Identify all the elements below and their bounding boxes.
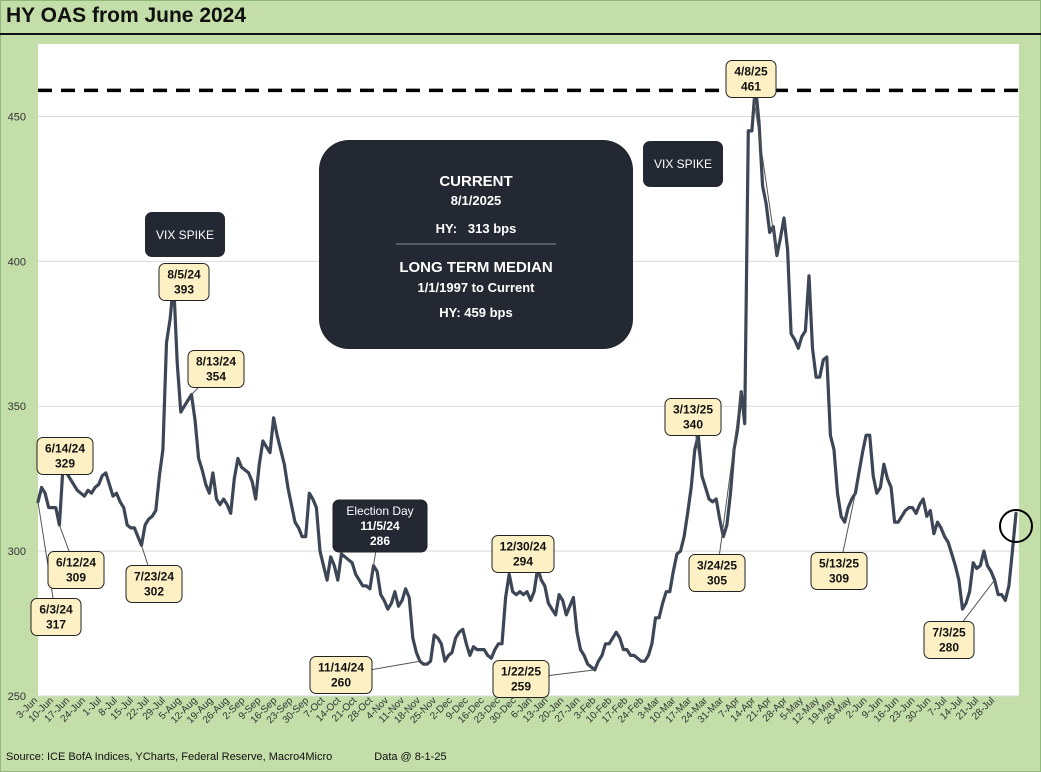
callout-text: 4/8/25 bbox=[734, 65, 768, 79]
vix-spike-label-2: VIX SPIKE bbox=[643, 141, 723, 187]
callout-text: 8/13/24 bbox=[196, 355, 236, 369]
summary-box: CURRENT 8/1/2025 HY: 313 bps LONG TERM M… bbox=[319, 140, 633, 349]
current-heading: CURRENT bbox=[439, 173, 512, 190]
vix-spike-label-1: VIX SPIKE bbox=[145, 212, 225, 257]
callout-text: 12/30/24 bbox=[500, 540, 547, 554]
title-rule bbox=[0, 33, 1041, 35]
svg-text:VIX SPIKE: VIX SPIKE bbox=[156, 228, 214, 242]
callout-text: 461 bbox=[741, 80, 761, 94]
svg-text:VIX SPIKE: VIX SPIKE bbox=[654, 157, 712, 171]
callout-text: 3/13/25 bbox=[673, 403, 713, 417]
callout-text: 3/24/25 bbox=[697, 559, 737, 573]
callout-text: 286 bbox=[370, 534, 390, 548]
callout-text: 317 bbox=[46, 618, 66, 632]
callout-text: 393 bbox=[174, 283, 194, 297]
callout-text: 1/22/25 bbox=[501, 665, 541, 679]
series-layer bbox=[36, 82, 1018, 672]
callout-text: Election Day bbox=[346, 504, 413, 518]
y-axis-ticks: 250 300 350 400 450 bbox=[8, 111, 26, 703]
callout-text: 6/3/24 bbox=[39, 603, 73, 617]
median-value: HY: 459 bps bbox=[439, 305, 512, 320]
callout-text: 8/5/24 bbox=[167, 268, 201, 282]
callout-text: 7/23/24 bbox=[134, 570, 174, 584]
y-tick-label: 300 bbox=[8, 546, 26, 558]
x-axis-ticks: 3-Jun10-Jun17-Jun24-Jun1-Jul8-Jul15-Jul2… bbox=[15, 695, 997, 727]
y-tick-label: 450 bbox=[8, 111, 26, 123]
callout-text: 309 bbox=[66, 571, 86, 585]
callout-text: 354 bbox=[206, 370, 226, 384]
callout-text: 309 bbox=[829, 572, 849, 586]
callout-text: 340 bbox=[683, 418, 703, 432]
callout-text: 302 bbox=[144, 585, 164, 599]
callout-leader bbox=[37, 501, 57, 618]
median-range: 1/1/1997 to Current bbox=[417, 280, 535, 295]
source-note: Source: ICE BofA Indices, YCharts, Feder… bbox=[6, 751, 333, 763]
callout-text: 305 bbox=[707, 574, 727, 588]
callout-text: 260 bbox=[331, 676, 351, 690]
callout-leader bbox=[750, 78, 778, 256]
callout-text: 7/3/25 bbox=[932, 626, 966, 640]
callout-text: 259 bbox=[511, 680, 531, 694]
callout-text: 6/12/24 bbox=[56, 556, 96, 570]
data-date-note: Data @ 8-1-25 bbox=[374, 751, 447, 763]
current-date: 8/1/2025 bbox=[451, 193, 502, 208]
y-tick-label: 350 bbox=[8, 401, 26, 413]
current-value: HY: 313 bps bbox=[436, 221, 517, 236]
y-tick-label: 250 bbox=[8, 691, 26, 703]
hy-oas-series-line bbox=[36, 82, 1018, 672]
callout-text: 6/14/24 bbox=[45, 442, 85, 456]
y-tick-label: 400 bbox=[8, 256, 26, 268]
callout-text: 11/14/24 bbox=[318, 661, 364, 675]
callout-leader bbox=[716, 391, 742, 574]
callout-text: 5/13/25 bbox=[819, 557, 859, 571]
callout-text: 11/5/24 bbox=[360, 519, 400, 533]
chart-title: HY OAS from June 2024 bbox=[6, 4, 247, 27]
current-value-marker bbox=[999, 509, 1033, 543]
callout-text: 294 bbox=[513, 555, 533, 569]
callout-text: 280 bbox=[939, 641, 959, 655]
median-heading: LONG TERM MEDIAN bbox=[399, 259, 552, 276]
callout-text: 329 bbox=[55, 457, 75, 471]
footer: Source: ICE BofA Indices, YCharts, Feder… bbox=[6, 751, 447, 763]
